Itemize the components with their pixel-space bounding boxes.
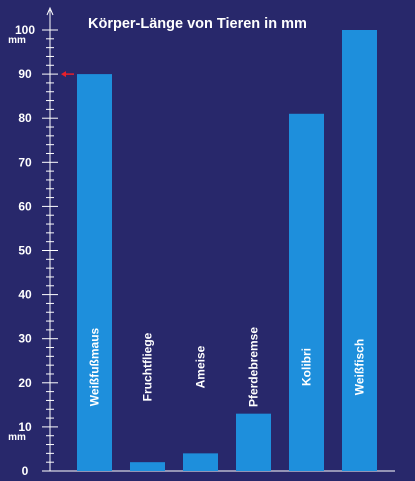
bar (342, 30, 377, 471)
y-tick-label: 20 (18, 376, 32, 390)
y-unit-label-bottom: mm (8, 432, 26, 443)
bar-category-label: Ameise (194, 345, 208, 388)
bar-category-label: Pferdebremse (247, 327, 261, 407)
y-tick-label: 80 (18, 111, 32, 125)
bar (183, 453, 218, 471)
bar (77, 74, 112, 471)
marker-arrow-head (61, 71, 66, 78)
bar-category-label: Weißfisch (353, 339, 367, 395)
y-tick-label: 90 (18, 67, 32, 81)
bar (236, 413, 271, 471)
bars (77, 30, 377, 471)
y-tick-label: 40 (18, 288, 32, 302)
y-tick-label: 10 (18, 420, 32, 434)
y-tick-label: 50 (18, 244, 32, 258)
y-tick-label: 100 (15, 23, 35, 37)
bar (289, 113, 324, 471)
y-axis-arrow (46, 6, 54, 16)
y-unit-label-top: mm (8, 35, 26, 46)
y-tick-label: 30 (18, 332, 32, 346)
bar (130, 462, 165, 471)
y-tick-label: 60 (18, 199, 32, 213)
y-tick-label: 70 (18, 155, 32, 169)
bar-category-label: Weißfußmaus (88, 327, 102, 406)
bar-category-label: Kolibri (300, 348, 314, 386)
bar-labels: Weißfußmaus Fruchtfliege Ameise Pferdebrems… (88, 327, 367, 407)
chart-title: Körper-Länge von Tieren in mm (88, 16, 307, 32)
bar-category-label: Fruchtfliege (141, 332, 155, 401)
y-tick-label: 0 (22, 464, 29, 478)
